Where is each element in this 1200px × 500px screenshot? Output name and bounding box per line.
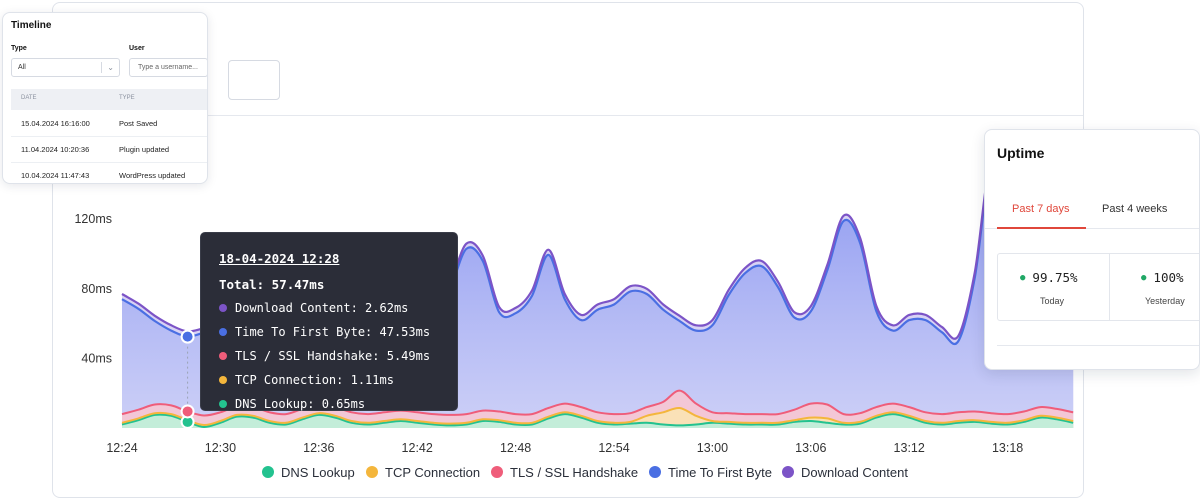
card-divider [53,115,1083,116]
type-label: Type [11,45,27,52]
uptime-stats: ● 99.75% Today ● 100% Yesterday [997,253,1199,321]
type-select[interactable]: All ⌄ [11,58,120,77]
active-tab-indicator [997,227,1086,229]
x-tick-label: 12:54 [598,441,629,455]
legend-swatch[interactable] [262,466,274,478]
chevron-down-icon[interactable]: ⌄ [107,63,114,72]
x-tick-label: 12:30 [205,441,236,455]
tooltip-row-label: Time To First Byte: 47.53ms [235,325,431,339]
x-tick-label: 12:42 [402,441,433,455]
tooltip-row: Download Content: 2.62ms [219,301,408,315]
tooltip-row: TLS / SSL Handshake: 5.49ms [219,349,430,363]
series-dot-icon [219,400,227,408]
y-tick-label: 120ms [74,212,112,226]
tooltip-row: TCP Connection: 1.11ms [219,373,394,387]
area-tls-ssl-handshake [122,390,1074,428]
x-tick-label: 13:06 [795,441,826,455]
type-select-value: All [18,64,26,71]
row-date: 10.04.2024 11:47:43 [21,171,90,180]
x-tick-label: 13:12 [894,441,925,455]
status-dot-icon: ● [1020,273,1026,283]
timeline-card: Timeline Type User All ⌄ Type a username… [2,12,208,184]
chart-tooltip: 18-04-2024 12:28 Total: 57.47ms Download… [200,232,458,411]
series-dot-icon [219,352,227,360]
uptime-yesterday-label: Yesterday [1145,296,1185,306]
tooltip-date: 18-04-2024 12:28 [219,251,340,266]
tooltip-row-label: DNS Lookup: 0.65ms [235,397,366,411]
x-tick-label: 12:36 [303,441,334,455]
series-dot-icon [219,376,227,384]
y-tick-label: 80ms [81,282,112,296]
uptime-card: Uptime Past 7 days Past 4 weeks ● 99.75% … [984,129,1200,370]
legend-label[interactable]: DNS Lookup [281,465,355,480]
row-type: WordPress updated [119,171,186,180]
select-separator [101,62,102,73]
timeline-title: Timeline [11,20,52,31]
series-dot-icon [219,304,227,312]
x-tick-label: 12:24 [106,441,137,455]
column-type: TYPE [119,95,135,101]
uptime-yesterday-value: ● 100% [1141,270,1184,285]
tab-past-4-weeks[interactable]: Past 4 weeks [1102,203,1168,215]
uptime-today-value: ● 99.75% [1020,270,1078,285]
y-tick-label: 40ms [81,351,112,365]
tooltip-row: DNS Lookup: 0.65ms [219,397,365,411]
tooltip-row-label: TCP Connection: 1.11ms [235,373,394,387]
hover-point[interactable] [180,404,195,419]
legend-swatch[interactable] [782,466,794,478]
legend-swatch[interactable] [366,466,378,478]
table-row[interactable]: 11.04.2024 10:20:36 Plugin updated [11,136,207,163]
legend-label[interactable]: Download Content [801,465,908,480]
legend-swatch[interactable] [649,466,661,478]
user-label: User [129,45,145,52]
uptime-today-label: Today [1040,296,1065,306]
line-dns-lookup [121,413,1074,429]
username-input[interactable]: Type a username... [129,58,207,77]
legend-label[interactable]: TCP Connection [385,465,480,480]
legend-label[interactable]: TLS / SSL Handshake [510,465,638,480]
line-tls-ssl-handshake [121,389,1074,417]
partial-input[interactable] [228,60,280,100]
x-tick-label: 12:48 [500,441,531,455]
tooltip-row: Time To First Byte: 47.53ms [219,325,430,339]
table-row[interactable]: 10.04.2024 11:47:43 WordPress updated [11,162,207,183]
uptime-footer-divider [997,345,1199,346]
tooltip-row-label: Download Content: 2.62ms [235,301,409,315]
row-type: Post Saved [119,119,158,128]
tabs-divider [985,228,1199,229]
x-tick-label: 13:18 [992,441,1023,455]
row-type: Plugin updated [119,145,170,154]
tooltip-total: Total: 57.47ms [219,277,325,292]
uptime-title: Uptime [997,145,1045,161]
table-row[interactable]: 15.04.2024 16:16:00 Post Saved [11,110,207,137]
row-date: 11.04.2024 10:20:36 [21,145,90,154]
column-date: DATE [21,95,37,101]
tooltip-row-label: TLS / SSL Handshake: 5.49ms [235,349,431,363]
tab-past-7-days[interactable]: Past 7 days [1012,203,1070,215]
stats-separator [1109,254,1110,320]
line-tcp-connection [121,406,1074,427]
legend-swatch[interactable] [491,466,503,478]
status-dot-icon: ● [1141,273,1147,283]
timeline-table-header: DATE TYPE [11,89,207,110]
hover-point[interactable] [180,329,195,344]
legend-label[interactable]: Time To First Byte [668,465,772,480]
x-tick-label: 13:00 [697,441,728,455]
series-dot-icon [219,328,227,336]
row-date: 15.04.2024 16:16:00 [21,119,90,128]
